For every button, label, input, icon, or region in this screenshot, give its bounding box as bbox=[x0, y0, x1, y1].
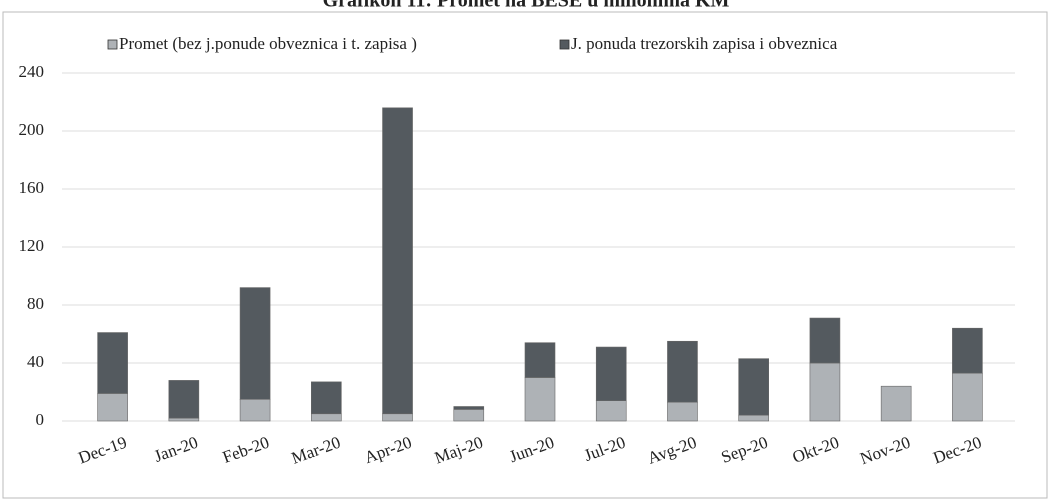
x-tick-label: Apr-20 bbox=[362, 433, 414, 468]
bar-segment bbox=[952, 372, 983, 422]
bar-segment bbox=[880, 385, 912, 422]
x-tick-label: Mar-20 bbox=[289, 433, 343, 468]
y-tick-label: 0 bbox=[36, 410, 45, 429]
chart-title: Grafikon 11: Promet na BESE u milionima … bbox=[323, 0, 730, 12]
x-tick-label: Dec-20 bbox=[931, 433, 985, 468]
bar-segment bbox=[738, 414, 769, 422]
bar-segment bbox=[311, 381, 342, 415]
x-tick-label: Maj-20 bbox=[432, 433, 486, 468]
bar-segment bbox=[97, 393, 128, 422]
bar-segment bbox=[524, 342, 556, 378]
bar-segment bbox=[97, 332, 128, 394]
bar-segment bbox=[952, 327, 983, 374]
x-tick-label: Feb-20 bbox=[220, 433, 272, 467]
x-tick-label: Jan-20 bbox=[151, 433, 200, 466]
x-tick-label: Sep-20 bbox=[719, 433, 771, 467]
bar-segment bbox=[595, 400, 627, 422]
bar-segment bbox=[667, 401, 698, 422]
x-tick-label: Jun-20 bbox=[507, 433, 557, 467]
bar-segment bbox=[311, 413, 342, 422]
bar-segment bbox=[239, 398, 271, 422]
y-tick-label: 80 bbox=[27, 294, 44, 313]
bar-segment bbox=[809, 317, 841, 364]
bar-segment bbox=[453, 406, 485, 410]
bar-segment bbox=[382, 413, 413, 422]
bar-segment bbox=[738, 358, 769, 416]
bar-segment bbox=[168, 380, 200, 419]
x-tick-label: Avg-20 bbox=[645, 433, 699, 468]
y-tick-label: 200 bbox=[19, 120, 45, 139]
bar-segment bbox=[524, 377, 556, 422]
y-tick-label: 40 bbox=[27, 352, 44, 371]
bar-segment bbox=[453, 409, 485, 422]
legend-swatch bbox=[559, 39, 570, 50]
chart-frame bbox=[2, 11, 1048, 499]
bar-segment bbox=[595, 346, 627, 401]
y-tick-label: 240 bbox=[19, 62, 45, 81]
legend-label: Promet (bez j.ponude obveznica i t. zapi… bbox=[119, 34, 417, 53]
y-tick-label: 160 bbox=[19, 178, 45, 197]
x-tick-label: Nov-20 bbox=[858, 433, 913, 469]
bar-segment bbox=[382, 107, 413, 415]
bar-segment bbox=[168, 417, 200, 422]
bar-segment bbox=[239, 287, 271, 400]
x-tick-label: Jul-20 bbox=[581, 433, 627, 465]
legend-label: J. ponuda trezorskih zapisa i obveznica bbox=[571, 34, 838, 53]
x-tick-label: Dec-19 bbox=[76, 433, 130, 468]
x-tick-label: Okt-20 bbox=[790, 433, 842, 467]
y-tick-label: 120 bbox=[19, 236, 45, 255]
bar-segment bbox=[667, 340, 698, 403]
bar-segment bbox=[809, 362, 841, 422]
legend-swatch bbox=[107, 39, 118, 50]
